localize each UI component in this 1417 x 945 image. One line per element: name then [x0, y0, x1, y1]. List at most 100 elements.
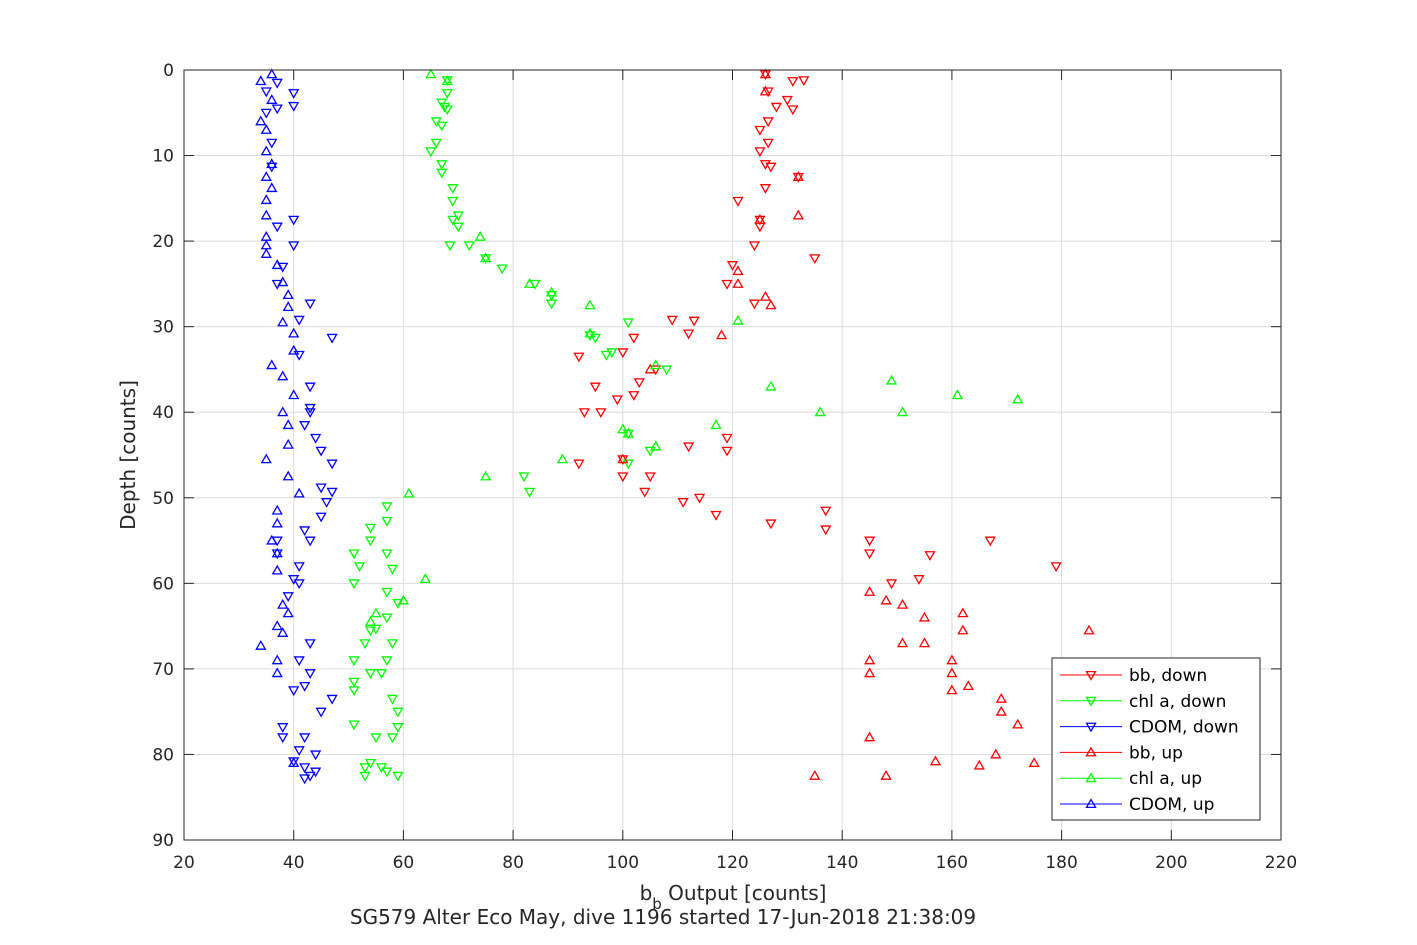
- data-point: [710, 419, 722, 430]
- x-tick-label: 160: [936, 853, 968, 873]
- data-point: [617, 472, 629, 483]
- data-point: [710, 510, 722, 521]
- data-point: [436, 168, 448, 179]
- data-point: [375, 669, 388, 679]
- data-point: [759, 68, 772, 79]
- data-point: [255, 115, 267, 126]
- legend-label: CDOM, up: [1129, 795, 1214, 815]
- data-point: [320, 498, 333, 508]
- data-point: [792, 209, 804, 220]
- data-point: [282, 301, 294, 312]
- data-point: [1028, 757, 1040, 768]
- data-point: [661, 365, 673, 376]
- data-point: [304, 408, 316, 419]
- data-point: [880, 770, 892, 780]
- data-point: [392, 771, 404, 782]
- data-point: [310, 750, 322, 761]
- data-point: [732, 196, 744, 207]
- series-4: [364, 68, 1024, 626]
- data-point: [310, 433, 322, 444]
- data-point: [348, 579, 360, 590]
- x-tick-label: 80: [502, 853, 524, 873]
- data-point: [425, 68, 437, 79]
- legend-label: CDOM, down: [1129, 718, 1239, 738]
- data-point: [754, 147, 766, 158]
- data-point: [732, 265, 744, 276]
- data-point: [271, 517, 283, 528]
- data-point: [666, 315, 678, 326]
- data-point: [304, 382, 316, 393]
- data-point: [425, 147, 437, 158]
- series-layer: [255, 68, 1095, 785]
- data-point: [271, 564, 283, 575]
- data-point: [315, 446, 327, 457]
- data-point: [293, 487, 305, 498]
- legend-marker: [1085, 798, 1097, 809]
- data-point: [896, 406, 909, 417]
- data-point: [578, 408, 591, 419]
- data-point: [754, 125, 766, 136]
- data-point: [589, 382, 601, 393]
- data-point: [271, 222, 283, 233]
- data-point: [293, 315, 305, 326]
- data-point: [480, 252, 492, 263]
- data-point: [809, 254, 821, 265]
- data-point: [984, 536, 996, 547]
- data-point: [260, 194, 272, 205]
- data-point: [1050, 562, 1062, 573]
- data-point: [364, 758, 377, 769]
- data-point: [315, 483, 327, 494]
- data-point: [957, 607, 969, 618]
- data-point: [315, 512, 327, 523]
- data-point: [864, 586, 876, 596]
- data-point: [918, 611, 931, 622]
- data-point: [288, 389, 300, 400]
- data-point: [304, 536, 316, 547]
- data-point: [364, 523, 377, 534]
- data-point: [973, 759, 985, 770]
- data-point: [650, 440, 662, 451]
- data-point: [266, 182, 278, 193]
- data-point: [277, 406, 289, 417]
- data-point: [348, 686, 360, 697]
- data-point: [864, 536, 876, 547]
- data-point: [271, 654, 283, 665]
- data-point: [282, 419, 294, 430]
- data-point: [584, 299, 596, 310]
- data-point: [929, 755, 942, 766]
- data-point: [288, 344, 300, 355]
- data-point: [271, 504, 283, 515]
- data-point: [315, 707, 327, 718]
- data-point: [523, 278, 536, 288]
- data-point: [299, 733, 311, 744]
- y-tick-label: 40: [152, 403, 174, 423]
- data-point: [260, 171, 272, 181]
- data-point: [447, 196, 459, 207]
- y-tick-label: 20: [152, 232, 174, 252]
- legend-label: bb, up: [1129, 743, 1183, 763]
- data-point: [348, 656, 360, 667]
- x-tick-label: 200: [1155, 853, 1187, 873]
- data-point: [762, 87, 774, 98]
- data-point: [293, 562, 305, 573]
- data-point: [386, 694, 399, 705]
- data-point: [386, 639, 399, 650]
- data-point: [946, 654, 958, 665]
- data-point: [1083, 624, 1095, 635]
- data-point: [721, 433, 733, 444]
- data-point: [595, 408, 607, 419]
- data-point: [820, 506, 832, 517]
- data-point: [864, 549, 876, 560]
- data-point: [762, 138, 774, 149]
- data-point: [762, 117, 774, 128]
- data-point: [809, 770, 821, 780]
- data-point: [266, 94, 278, 104]
- data-point: [370, 624, 382, 635]
- data-point: [617, 348, 629, 359]
- data-point: [748, 299, 761, 310]
- data-point: [748, 241, 761, 252]
- data-point: [359, 639, 371, 650]
- data-point: [924, 551, 936, 561]
- data-point: [688, 316, 700, 327]
- data-point: [436, 121, 448, 132]
